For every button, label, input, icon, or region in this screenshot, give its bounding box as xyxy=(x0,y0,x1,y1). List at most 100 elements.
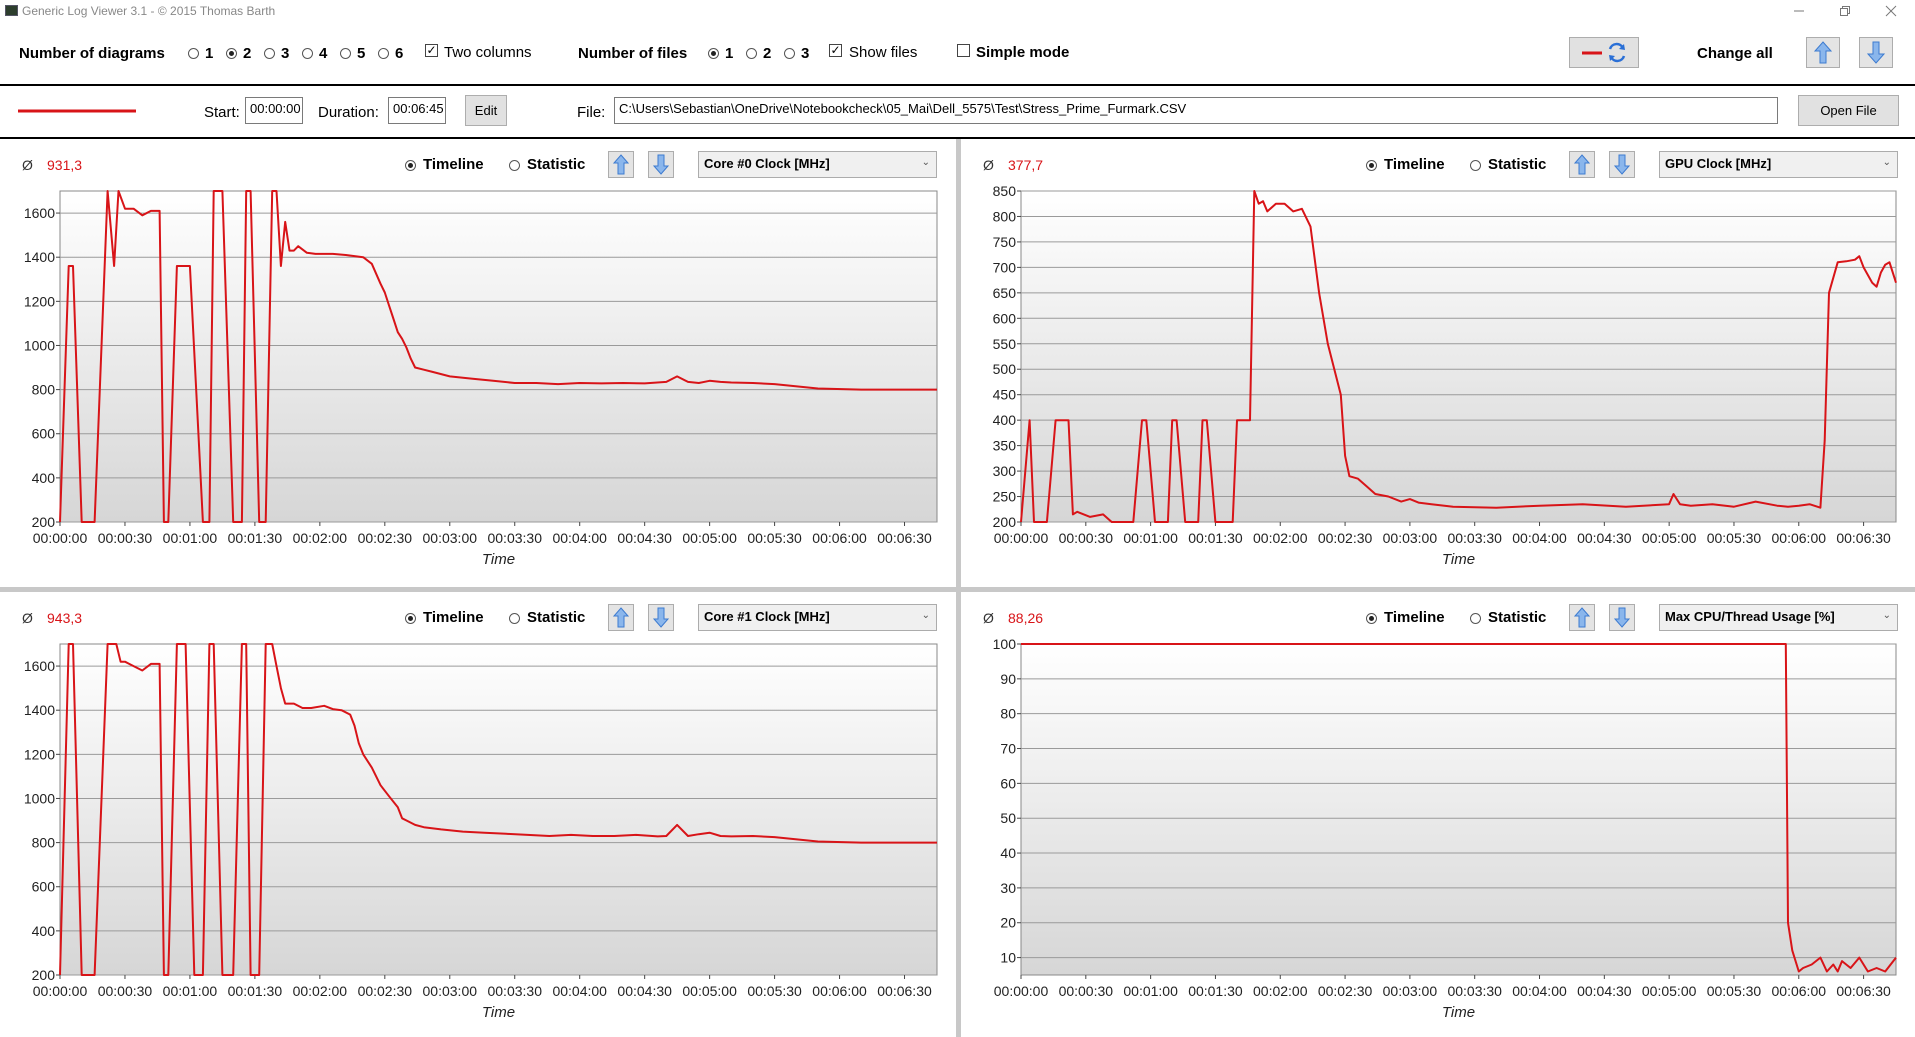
x-tick-label: 00:03:00 xyxy=(1383,530,1438,546)
panel-3-average-value: 943,3 xyxy=(47,610,83,626)
y-tick-label: 70 xyxy=(1000,741,1016,757)
minimize-button[interactable] xyxy=(1776,0,1822,22)
panel-1-average-symbol: Ø xyxy=(22,157,33,173)
window-title: Generic Log Viewer 3.1 - © 2015 Thomas B… xyxy=(22,4,276,18)
panel-3-sensor-value: Core #1 Clock [MHz] xyxy=(704,609,830,624)
y-tick-label: 1600 xyxy=(24,205,55,221)
x-tick-label: 00:06:30 xyxy=(877,983,932,999)
panel-1-sensor-dropdown[interactable]: Core #0 Clock [MHz] ⌄ xyxy=(698,151,937,178)
diagram-count-radio-5[interactable] xyxy=(340,48,351,59)
y-tick-label: 450 xyxy=(993,387,1017,403)
x-tick-label: 00:01:30 xyxy=(1188,983,1243,999)
file-count-radio-3[interactable] xyxy=(784,48,795,59)
x-tick-label: 00:06:00 xyxy=(812,983,867,999)
file-path-input[interactable]: C:\Users\Sebastian\OneDrive\Notebookchec… xyxy=(614,97,1778,124)
panel-2-sensor-dropdown[interactable]: GPU Clock [MHz] ⌄ xyxy=(1659,151,1898,178)
arrow-down-icon xyxy=(652,154,670,175)
x-tick-label: 00:02:00 xyxy=(1253,530,1308,546)
duration-label: Duration: xyxy=(318,104,379,121)
y-tick-label: 20 xyxy=(1000,915,1016,931)
x-tick-label: 00:06:30 xyxy=(1836,983,1891,999)
y-tick-label: 400 xyxy=(32,923,56,939)
chevron-down-icon: ⌄ xyxy=(921,157,930,168)
diagram-count-radio-2[interactable] xyxy=(226,48,237,59)
diagram-count-label-5: 5 xyxy=(357,45,366,62)
panel-2-move-up-button[interactable] xyxy=(1569,151,1595,178)
panel-1-sensor-value: Core #0 Clock [MHz] xyxy=(704,156,830,171)
edit-button[interactable]: Edit xyxy=(465,95,507,126)
panel-4-statistic-radio[interactable] xyxy=(1470,613,1481,624)
restore-icon xyxy=(1840,6,1850,16)
show-files-label: Show files xyxy=(849,44,918,61)
change-all-label: Change all xyxy=(1697,45,1773,62)
diagram-count-radio-4[interactable] xyxy=(302,48,313,59)
diagram-count-radio-3[interactable] xyxy=(264,48,275,59)
diagram-count-label-2: 2 xyxy=(243,45,252,62)
y-tick-label: 80 xyxy=(1000,706,1016,722)
y-tick-label: 700 xyxy=(993,259,1017,275)
x-tick-label: 00:01:30 xyxy=(228,983,283,999)
y-tick-label: 800 xyxy=(32,835,56,851)
series-color-swatch xyxy=(18,109,136,113)
y-tick-label: 30 xyxy=(1000,880,1016,896)
arrow-up-icon xyxy=(1573,607,1591,628)
y-tick-label: 100 xyxy=(993,636,1017,652)
panel-2-timeline-label: Timeline xyxy=(1384,156,1445,173)
app-icon xyxy=(5,5,18,16)
restore-button[interactable] xyxy=(1822,0,1868,22)
series-line xyxy=(59,190,937,523)
panel-3-statistic-label: Statistic xyxy=(527,609,586,626)
swap-color-button[interactable] xyxy=(1569,37,1639,68)
panel-2-chart: 200 250 300 350 400 450 500 550 600 650 700 750 800 8… xyxy=(993,183,1897,568)
panel-1-chart: 200 400 600 800 1000 1200 1400 1600 00:00:00 00:0… xyxy=(24,190,938,568)
duration-input[interactable]: 00:06:45 xyxy=(388,97,446,124)
x-axis-label: Time xyxy=(482,551,515,568)
panel-3-move-up-button[interactable] xyxy=(608,604,634,631)
x-tick-label: 00:04:30 xyxy=(1577,983,1632,999)
x-tick-label: 00:00:00 xyxy=(33,983,88,999)
panel-4-sensor-dropdown[interactable]: Max CPU/Thread Usage [%] ⌄ xyxy=(1659,604,1898,631)
panel-3-statistic-radio[interactable] xyxy=(509,613,520,624)
arrow-down-icon xyxy=(1613,154,1631,175)
arrow-up-icon xyxy=(1813,41,1833,64)
panel-2-statistic-radio[interactable] xyxy=(1470,160,1481,171)
panel-4-chart: 10 20 30 40 50 60 70 80 90 100 00:00:00 00:00:30 00:… xyxy=(993,636,1897,1021)
panel-3-move-down-button[interactable] xyxy=(648,604,674,631)
close-button[interactable] xyxy=(1868,0,1914,22)
diagram-count-radio-1[interactable] xyxy=(188,48,199,59)
file-count-radio-2[interactable] xyxy=(746,48,757,59)
x-tick-label: 00:05:30 xyxy=(1707,983,1762,999)
number-of-diagrams-label: Number of diagrams xyxy=(19,45,165,62)
two-columns-label: Two columns xyxy=(444,44,532,61)
x-tick-label: 00:03:30 xyxy=(487,983,542,999)
panel-1-statistic-radio[interactable] xyxy=(509,160,520,171)
x-tick-label: 00:02:00 xyxy=(293,530,348,546)
panel-1-move-down-button[interactable] xyxy=(648,151,674,178)
two-columns-checkbox[interactable]: ✓ xyxy=(425,43,438,57)
x-tick-label: 00:00:00 xyxy=(994,983,1049,999)
simple-mode-checkbox[interactable] xyxy=(957,44,970,57)
open-file-button[interactable]: Open File xyxy=(1798,95,1899,126)
panel-2-move-down-button[interactable] xyxy=(1609,151,1635,178)
panel-3-timeline-label: Timeline xyxy=(423,609,484,626)
arrow-up-icon xyxy=(612,154,630,175)
x-tick-label: 00:03:00 xyxy=(423,983,478,999)
panel-3-sensor-dropdown[interactable]: Core #1 Clock [MHz] ⌄ xyxy=(698,604,937,631)
y-tick-label: 500 xyxy=(993,361,1017,377)
show-files-checkbox[interactable]: ✓ xyxy=(829,43,842,57)
y-tick-label: 650 xyxy=(993,285,1017,301)
move-up-all-button[interactable] xyxy=(1806,37,1840,68)
diagram-count-radio-6[interactable] xyxy=(378,48,389,59)
panel-2-timeline-radio[interactable] xyxy=(1366,160,1377,171)
move-down-all-button[interactable] xyxy=(1859,37,1893,68)
panel-4-timeline-radio[interactable] xyxy=(1366,613,1377,624)
panel-4-move-up-button[interactable] xyxy=(1569,604,1595,631)
panel-4-move-down-button[interactable] xyxy=(1609,604,1635,631)
x-axis-label: Time xyxy=(1442,551,1475,568)
file-count-radio-1[interactable] xyxy=(708,48,719,59)
start-input[interactable]: 00:00:00 xyxy=(245,97,303,124)
panel-1-move-up-button[interactable] xyxy=(608,151,634,178)
y-tick-label: 750 xyxy=(993,234,1017,250)
panel-1-timeline-radio[interactable] xyxy=(405,160,416,171)
panel-3-timeline-radio[interactable] xyxy=(405,613,416,624)
